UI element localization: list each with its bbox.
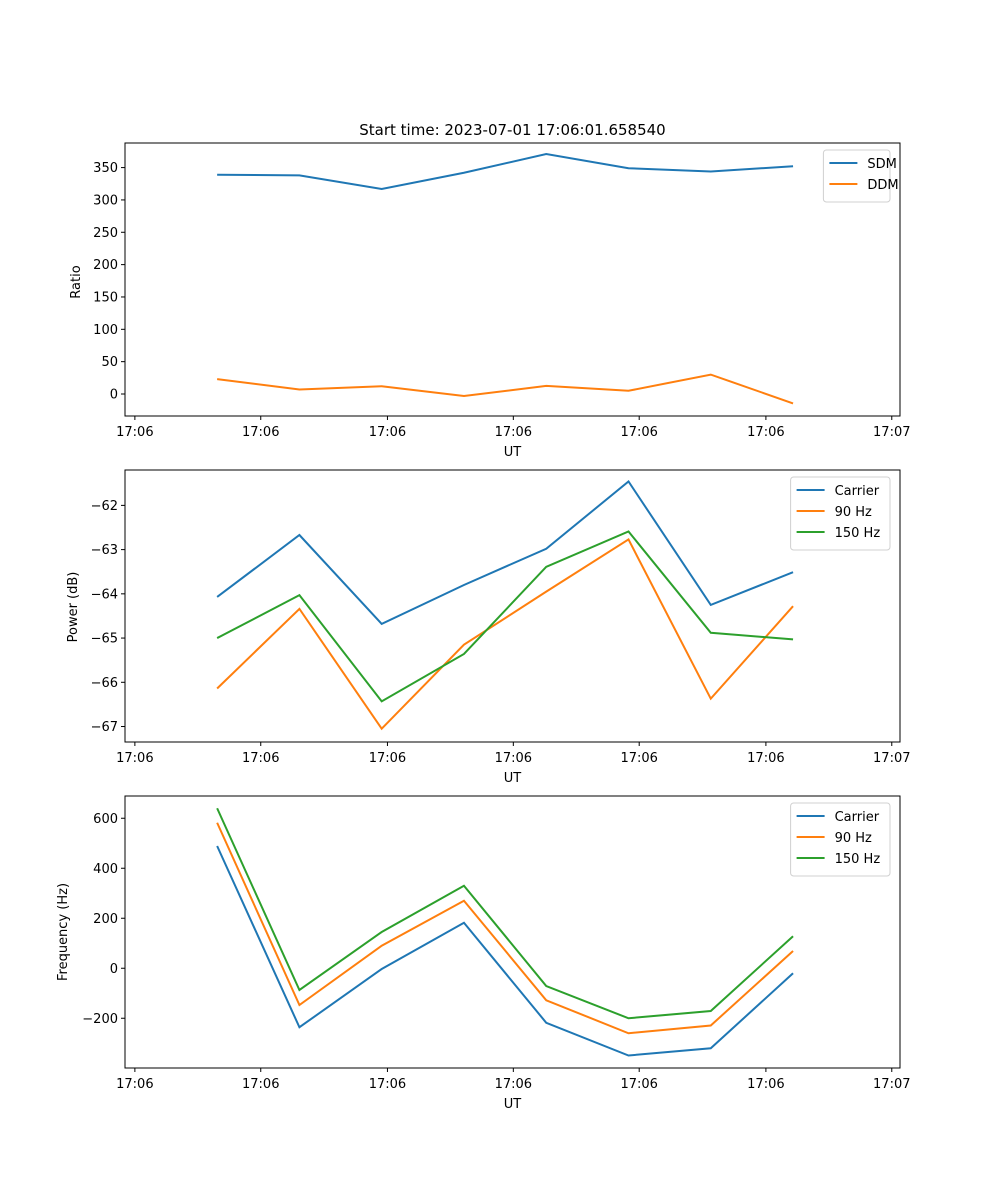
y-tick-label: 100 <box>93 323 118 338</box>
axes-frame <box>124 795 901 1069</box>
x-tick-label: 17:06 <box>116 1077 153 1092</box>
x-tick-label: 17:07 <box>873 1077 910 1092</box>
y-tick-label: 600 <box>93 812 118 827</box>
y-tick-label: 0 <box>110 388 118 403</box>
x-tick-label: 17:06 <box>116 425 153 440</box>
x-tick-label: 17:07 <box>873 751 910 766</box>
legend-label: Carrier <box>835 484 880 499</box>
x-tick-label: 17:06 <box>495 751 532 766</box>
y-tick-label: 300 <box>93 193 118 208</box>
x-tick-label: 17:06 <box>495 425 532 440</box>
legend-label: 90 Hz <box>835 831 872 846</box>
y-axis-label: Ratio <box>69 265 84 298</box>
frequency-panel: UT Frequency (Hz) 17:06 17:06 17:06 17:06 17… <box>56 795 911 1112</box>
y-tick-label: 150 <box>93 290 118 305</box>
y-tick-label: 0 <box>110 962 118 977</box>
y-tick-label: 400 <box>93 862 118 877</box>
x-tick-label: 17:06 <box>242 751 279 766</box>
series-line-150-hz <box>216 807 794 1020</box>
y-tick-label: −200 <box>82 1012 118 1027</box>
x-tick-label: 17:07 <box>873 425 910 440</box>
x-tick-label: 17:06 <box>620 1077 657 1092</box>
x-tick-label: 17:06 <box>495 1077 532 1092</box>
y-tick-label: −67 <box>91 720 118 735</box>
x-tick-label: 17:06 <box>242 1077 279 1092</box>
x-tick-label: 17:06 <box>620 425 657 440</box>
y-tick-label: 350 <box>93 161 118 176</box>
x-tick-label: 17:06 <box>747 751 784 766</box>
y-tick-label: −62 <box>91 499 118 514</box>
y-tick-label: −66 <box>91 676 118 691</box>
legend-label: Carrier <box>835 810 880 825</box>
x-tick-label: 17:06 <box>620 751 657 766</box>
legend-label: 150 Hz <box>835 526 881 541</box>
x-tick-label: 17:06 <box>369 1077 406 1092</box>
chart-title: Start time: 2023-07-01 17:06:01.658540 <box>359 121 665 139</box>
x-axis-label: UT <box>504 1097 522 1112</box>
x-tick-label: 17:06 <box>747 1077 784 1092</box>
y-axis-label: Frequency (Hz) <box>56 883 71 981</box>
series-line-ddm <box>217 373 794 405</box>
series-line-150-hz <box>216 530 794 703</box>
y-tick-label: 200 <box>93 258 118 273</box>
legend-label: 90 Hz <box>835 505 872 520</box>
y-tick-label: 250 <box>93 226 118 241</box>
x-axis-label: UT <box>504 445 522 460</box>
legend: Carrier 90 Hz 150 Hz <box>790 476 891 551</box>
axes-frame <box>124 142 901 417</box>
series-line-carrier <box>216 480 794 626</box>
legend: Carrier 90 Hz 150 Hz <box>790 802 891 877</box>
y-tick-label: −64 <box>91 587 118 602</box>
x-tick-label: 17:06 <box>747 425 784 440</box>
x-tick-label: 17:06 <box>369 751 406 766</box>
legend-label: SDM <box>867 157 896 172</box>
axes-frame <box>124 469 901 743</box>
x-tick-label: 17:06 <box>116 751 153 766</box>
series-line-90-hz <box>216 822 794 1035</box>
y-tick-label: −65 <box>91 632 118 647</box>
y-tick-label: 200 <box>93 912 118 927</box>
series-line-sdm <box>217 152 794 190</box>
y-tick-label: 50 <box>101 355 118 370</box>
x-axis-label: UT <box>504 771 522 786</box>
y-tick-label: −63 <box>91 543 118 558</box>
legend: SDM DDM <box>822 149 899 203</box>
power-panel: UT Power (dB) 17:06 17:06 17:06 17:06 17:06 1… <box>66 469 911 786</box>
y-axis-label: Power (dB) <box>66 572 81 643</box>
legend-label: DDM <box>867 178 898 193</box>
series-line-90-hz <box>216 538 794 731</box>
x-tick-label: 17:06 <box>369 425 406 440</box>
x-tick-label: 17:06 <box>242 425 279 440</box>
series-line-carrier <box>216 845 794 1057</box>
legend-label: 150 Hz <box>835 852 881 867</box>
ratio-panel: Start time: 2023-07-01 17:06:01.658540 U… <box>69 121 911 460</box>
